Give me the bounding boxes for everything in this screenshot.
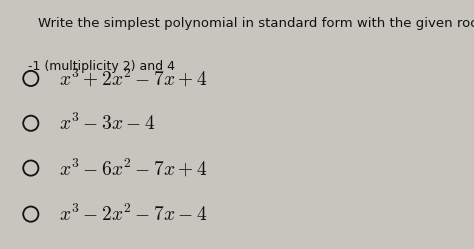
Text: $x^3 + 2x^2 - 7x + 4$: $x^3 + 2x^2 - 7x + 4$ <box>59 67 208 89</box>
Text: $x^3 - 2x^2 - 7x - 4$: $x^3 - 2x^2 - 7x - 4$ <box>59 203 208 225</box>
Text: Write the simplest polynomial in standard form with the given roots.: Write the simplest polynomial in standar… <box>38 17 474 30</box>
Text: $x^3 - 3x - 4$: $x^3 - 3x - 4$ <box>59 113 155 134</box>
Text: -1 (multiplicity 2) and 4: -1 (multiplicity 2) and 4 <box>28 60 175 73</box>
Text: $x^3 - 6x^2 - 7x + 4$: $x^3 - 6x^2 - 7x + 4$ <box>59 157 208 179</box>
